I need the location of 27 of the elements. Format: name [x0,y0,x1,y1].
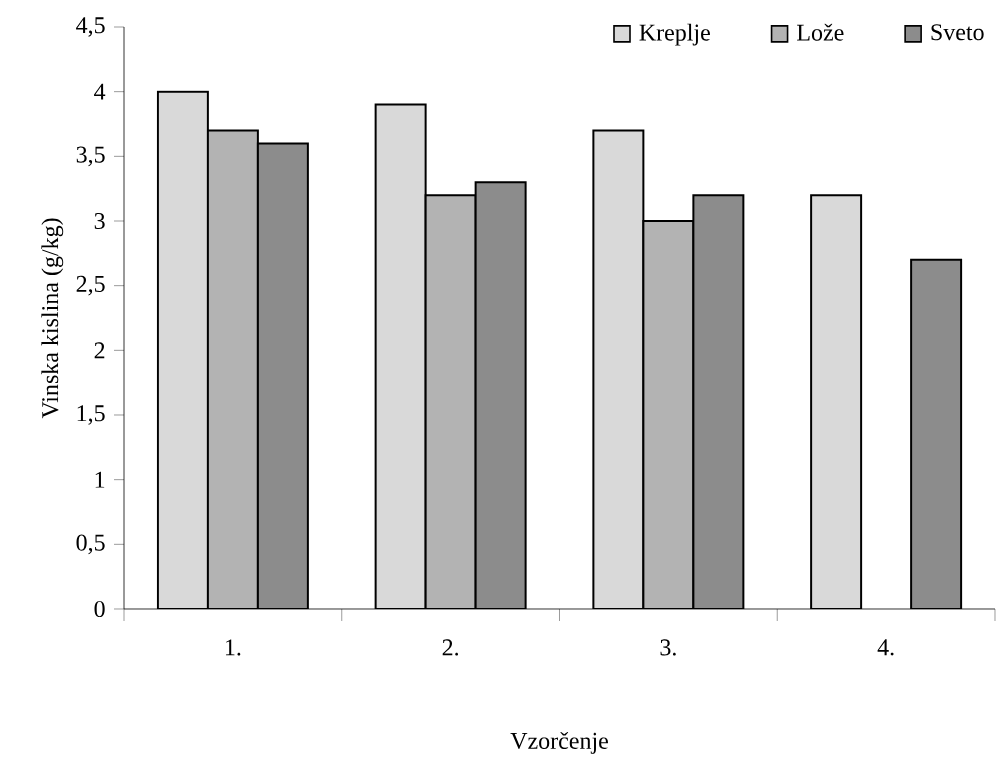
y-tick-label: 3 [94,212,105,230]
bar [910,258,963,609]
bar [156,90,209,609]
legend-label: Kreplje [639,23,710,46]
bar [256,142,309,609]
x-tick-label: 4. [877,639,894,656]
x-tick-label: 2. [442,639,459,656]
bar [374,103,427,609]
legend-label: Lože [797,23,844,41]
bar [592,129,645,609]
bar [810,194,863,609]
y-tick-label: 0 [94,600,105,618]
y-tick-label: 2 [94,342,105,359]
x-tick-label: 1. [225,639,241,656]
x-tick-label: 3. [660,639,676,656]
bar [692,194,745,609]
y-tick-label: 0,5 [76,534,105,555]
legend-label: Sveto [931,24,984,41]
y-tick-label: 3,5 [76,146,105,167]
bar [474,181,527,609]
x-axis-title: Vzorčenje [510,732,608,754]
y-tick-label: 4 [94,83,106,100]
y-tick-label: 2,5 [76,275,105,296]
y-tick-label: 1 [95,471,105,488]
y-axis-title: Vinska kislina (g/kg) [41,218,64,419]
y-tick-label: 1,5 [77,405,105,425]
y-tick-label: 4,5 [76,17,105,37]
